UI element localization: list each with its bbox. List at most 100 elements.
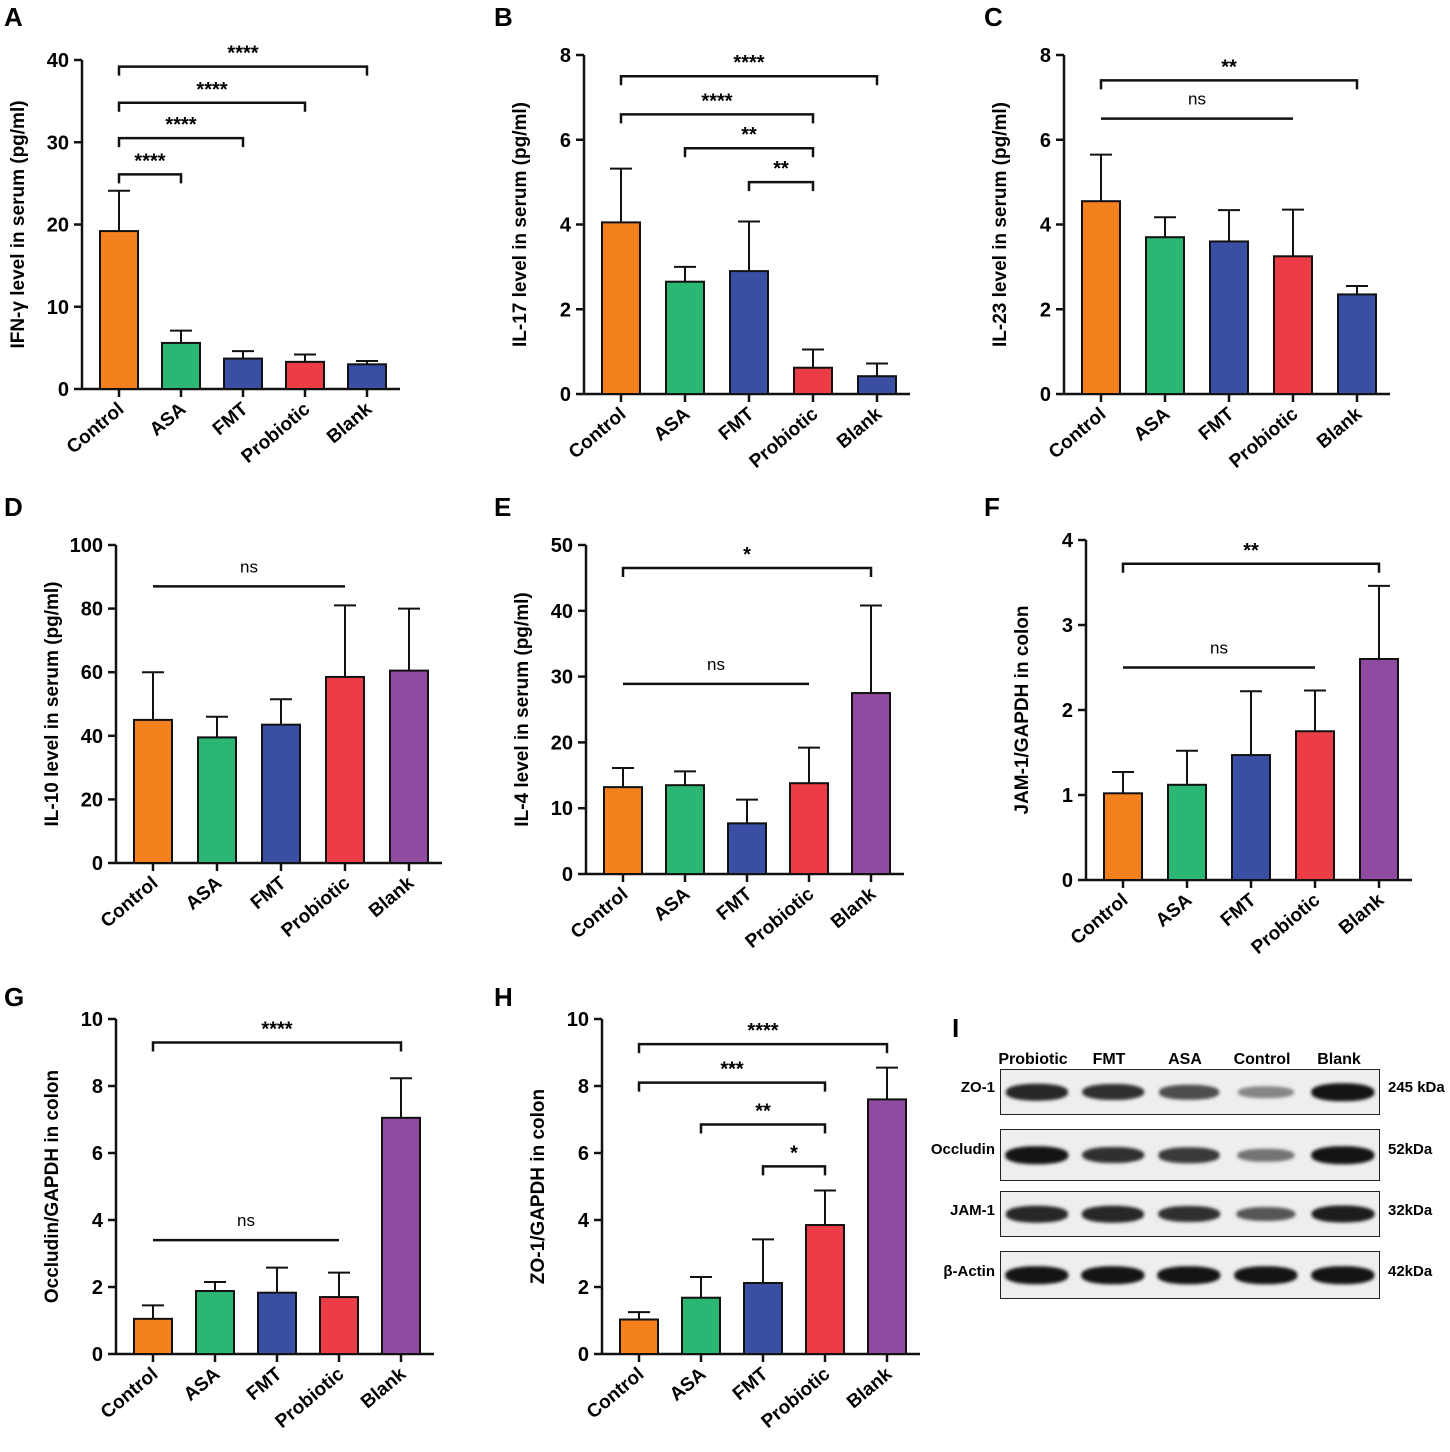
significance-label: **** <box>733 52 764 74</box>
blot-band <box>1081 1266 1145 1284</box>
y-tick-label: 80 <box>81 599 103 621</box>
x-tick-label: Control <box>1067 890 1132 950</box>
y-tick-label: 10 <box>81 1009 103 1031</box>
bar-fmt <box>729 270 769 395</box>
y-tick-label: 2 <box>92 1277 103 1299</box>
significance-label: ns <box>1210 639 1228 658</box>
chart-panel-a: A 0 10 20 30 40 IFN-γ level in serum (pg/ml) Co… <box>0 0 470 490</box>
panel-letter: A <box>4 2 23 32</box>
y-tick-label: 8 <box>1040 45 1051 67</box>
bar-blank <box>857 375 897 396</box>
bar-asa <box>197 736 237 864</box>
blot-kda-label: 32kDa <box>1388 1202 1433 1219</box>
significance-bracket <box>683 146 815 158</box>
lane-label: Blank <box>1317 1051 1361 1068</box>
bar-control <box>133 1317 173 1356</box>
significance-bracket <box>761 1165 827 1176</box>
x-tick-label: Probiotic <box>278 872 355 941</box>
bar-asa <box>1145 236 1185 395</box>
lane-label: Control <box>1233 1051 1291 1068</box>
x-tick-label: Probiotic <box>746 403 823 472</box>
significance-bracket <box>619 74 879 86</box>
y-tick-label: 4 <box>92 1210 104 1232</box>
chart-panel-g: G 0 2 4 6 8 10 Occludin/GAPDH in colon Control AS… <box>0 980 470 1447</box>
chart-panel-f: F 0 1 2 3 4 JAM-1/GAPDH in colon Control ASA FMT P… <box>980 490 1450 980</box>
y-tick-label: 0 <box>92 853 103 875</box>
y-tick-label: 40 <box>551 601 573 623</box>
x-tick-label: Probiotic <box>758 1363 835 1432</box>
bar-control <box>601 221 641 395</box>
x-tick-label: Control <box>1045 404 1110 464</box>
bar-fmt <box>743 1281 783 1356</box>
x-tick-label: FMT <box>1217 889 1261 930</box>
y-tick-label: 8 <box>560 45 571 67</box>
blot-band <box>1005 1266 1069 1284</box>
bar-fmt <box>727 822 767 876</box>
blot-row-label: β-Actin <box>943 1263 995 1280</box>
bar-blank <box>851 692 891 875</box>
blot-band <box>1237 1086 1295 1098</box>
blot-band <box>1082 1084 1144 1100</box>
chart-panel-h: H 0 2 4 6 8 10 ZO-1/GAPDH in colon Control ASA FMT… <box>490 980 960 1447</box>
lane-label: ASA <box>1168 1051 1202 1068</box>
bar-asa <box>665 784 705 876</box>
significance-bracket <box>1121 562 1381 573</box>
significance-label: ns <box>1188 90 1206 109</box>
x-tick-label: Probiotic <box>1248 889 1325 958</box>
x-tick-label: ASA <box>182 873 226 915</box>
x-tick-label: FMT <box>713 883 757 924</box>
blot-row-label: ZO-1 <box>960 1079 995 1096</box>
blot-kda-label: 52kDa <box>1388 1141 1433 1158</box>
y-tick-label: 0 <box>578 1344 589 1366</box>
chart-h-svg: H 0 2 4 6 8 10 ZO-1/GAPDH in colon Control ASA FMT… <box>494 982 920 1433</box>
bar-asa <box>681 1296 721 1355</box>
blot-band <box>1234 1266 1298 1284</box>
bar-control <box>603 786 643 876</box>
y-tick-label: 8 <box>578 1076 589 1098</box>
significance-bracket <box>1099 79 1359 90</box>
bar-probiotic <box>285 360 325 391</box>
y-tick-label: 40 <box>47 50 69 72</box>
x-tick-label: Control <box>97 873 162 933</box>
significance-label: **** <box>196 79 227 101</box>
x-tick-label: Control <box>583 1364 648 1424</box>
y-axis-label: JAM-1/GAPDH in colon <box>1012 605 1033 814</box>
significance-bracket <box>117 101 307 112</box>
western-blot-panel: I Probiotic FMT ASA Control Blank ZO-1 2… <box>920 1005 1450 1445</box>
y-tick-label: 4 <box>578 1210 590 1232</box>
blot-band <box>1082 1147 1144 1163</box>
x-tick-label: Control <box>565 404 630 464</box>
bar-blank <box>1337 293 1377 396</box>
blot-row-label: Occludin <box>930 1141 995 1158</box>
blot-band <box>1311 1266 1375 1284</box>
significance-label: ** <box>773 158 789 180</box>
bar-probiotic <box>793 366 833 396</box>
x-tick-label: ASA <box>1152 890 1196 932</box>
blot-band <box>1005 1146 1069 1164</box>
y-tick-label: 20 <box>47 215 69 237</box>
bar-asa <box>161 341 201 391</box>
bar-asa <box>665 280 705 395</box>
x-tick-label: Blank <box>357 1363 410 1413</box>
bar-blank <box>347 363 387 391</box>
x-tick-label: Blank <box>365 872 418 922</box>
x-tick-label: ASA <box>146 399 190 441</box>
chart-panel-b: B 0 2 4 6 8 IL-17 level in serum (pg/ml) Contro… <box>490 0 960 490</box>
y-tick-label: 10 <box>551 798 573 820</box>
significance-label: ns <box>707 655 725 674</box>
significance-bracket <box>621 566 873 578</box>
significance-bracket <box>637 1042 889 1054</box>
blot-band <box>1158 1147 1220 1163</box>
significance-bracket <box>637 1081 827 1092</box>
y-tick-label: 0 <box>92 1344 103 1366</box>
y-axis-label: IFN-γ level in serum (pg/ml) <box>8 100 29 348</box>
x-tick-label: Control <box>567 884 632 944</box>
bar-probiotic <box>805 1224 845 1355</box>
blot-band <box>1158 1206 1220 1222</box>
y-tick-label: 2 <box>1062 700 1073 722</box>
x-tick-label: Control <box>97 1364 162 1424</box>
panel-letter: H <box>494 982 513 1012</box>
significance-label: ** <box>1243 540 1259 562</box>
y-axis-label: IL-4 level in serum (pg/ml) <box>512 592 533 826</box>
significance-bracket <box>117 136 245 148</box>
